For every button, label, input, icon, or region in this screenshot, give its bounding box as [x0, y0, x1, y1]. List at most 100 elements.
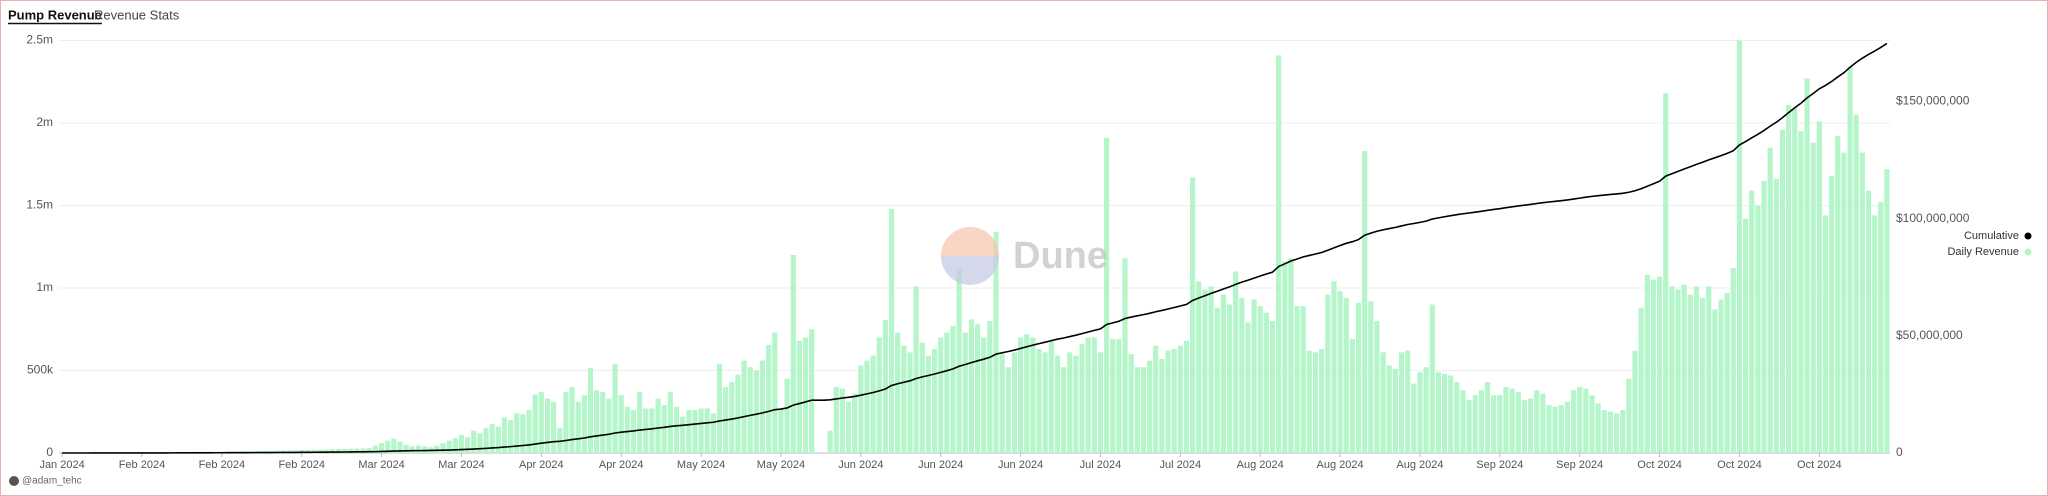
bar [1343, 297, 1349, 453]
x-tick-label: Mar 2024 [438, 459, 484, 471]
bar [1761, 180, 1767, 453]
bar [1657, 276, 1663, 453]
bar [1214, 307, 1220, 453]
bar [974, 324, 981, 453]
bar [981, 337, 987, 453]
bar [1558, 405, 1564, 453]
bar [471, 430, 477, 453]
bar [895, 332, 901, 453]
bar [624, 406, 630, 453]
bar [1448, 375, 1454, 453]
bar [1700, 297, 1706, 453]
bar [520, 414, 526, 453]
bar [999, 352, 1005, 453]
logo-top [941, 227, 999, 256]
bar [710, 413, 716, 453]
bar [532, 394, 538, 453]
tab-active[interactable]: Pump Revenue [8, 7, 102, 22]
bar [1515, 391, 1521, 453]
bar [778, 408, 784, 453]
bar [729, 382, 735, 453]
bar [1202, 289, 1208, 453]
bar [1853, 114, 1859, 453]
bar [1024, 334, 1030, 453]
bar [495, 426, 501, 453]
bar [501, 417, 508, 453]
bar [551, 401, 557, 453]
bar [1435, 372, 1441, 453]
bar [1472, 395, 1478, 453]
bar [907, 352, 913, 453]
bar [1503, 387, 1509, 453]
bar [1607, 411, 1614, 453]
bar [1779, 129, 1786, 453]
bar [901, 345, 907, 453]
legend-label: Cumulative [1964, 230, 2019, 242]
bar [489, 424, 495, 453]
bar [354, 448, 360, 453]
bar [735, 374, 741, 453]
bar [1319, 349, 1325, 453]
bar [938, 337, 944, 453]
bar [852, 393, 858, 453]
bar [1460, 390, 1466, 453]
bar [1140, 367, 1147, 453]
bar [1798, 131, 1804, 453]
bar [637, 391, 643, 453]
bar [569, 387, 575, 453]
bar [1423, 367, 1429, 453]
author[interactable]: @adam_tehc [22, 476, 82, 487]
y-tick-label: 1.5m [26, 198, 53, 212]
bar [1042, 352, 1048, 453]
y-tick-label: 2.5m [26, 33, 53, 47]
bar [962, 332, 968, 453]
bar [311, 449, 317, 453]
x-tick-label: Apr 2024 [599, 459, 644, 471]
bar [1718, 299, 1724, 453]
author-icon [9, 476, 19, 486]
bar [1429, 304, 1435, 453]
bar [1196, 281, 1202, 453]
bar [809, 329, 815, 453]
bar [514, 413, 520, 453]
bar [1122, 258, 1128, 453]
bar [1589, 395, 1595, 453]
bar [919, 342, 925, 453]
bar [1749, 190, 1755, 453]
bar [1300, 306, 1306, 453]
x-tick-label: Oct 2024 [1637, 459, 1682, 471]
x-tick-label: Sep 2024 [1556, 459, 1603, 471]
bar [317, 449, 323, 453]
bar [594, 390, 600, 453]
bar [378, 443, 385, 453]
bar [1171, 349, 1177, 453]
bar [698, 408, 704, 453]
bar [1632, 350, 1638, 453]
bar [342, 448, 348, 453]
bar [1804, 78, 1810, 453]
bar [434, 445, 440, 453]
bar [1546, 405, 1552, 453]
bar [1005, 367, 1011, 453]
bar [643, 408, 649, 453]
bar [526, 410, 532, 453]
bar [1018, 337, 1024, 453]
bar [680, 416, 686, 453]
bar [1417, 372, 1423, 453]
bar [1816, 121, 1822, 453]
bar [1349, 339, 1355, 453]
bar [686, 410, 692, 453]
bar [581, 395, 587, 453]
tab[interactable]: Revenue Stats [94, 7, 180, 22]
bar [1638, 307, 1644, 453]
bar [1865, 190, 1872, 453]
bar [329, 449, 336, 453]
bar [1767, 147, 1773, 453]
bar [1220, 294, 1226, 453]
bar [1693, 286, 1700, 453]
bar [477, 433, 483, 453]
bar [1478, 390, 1484, 453]
y2-tick-label: $150,000,000 [1896, 94, 1970, 108]
bar [446, 440, 452, 453]
